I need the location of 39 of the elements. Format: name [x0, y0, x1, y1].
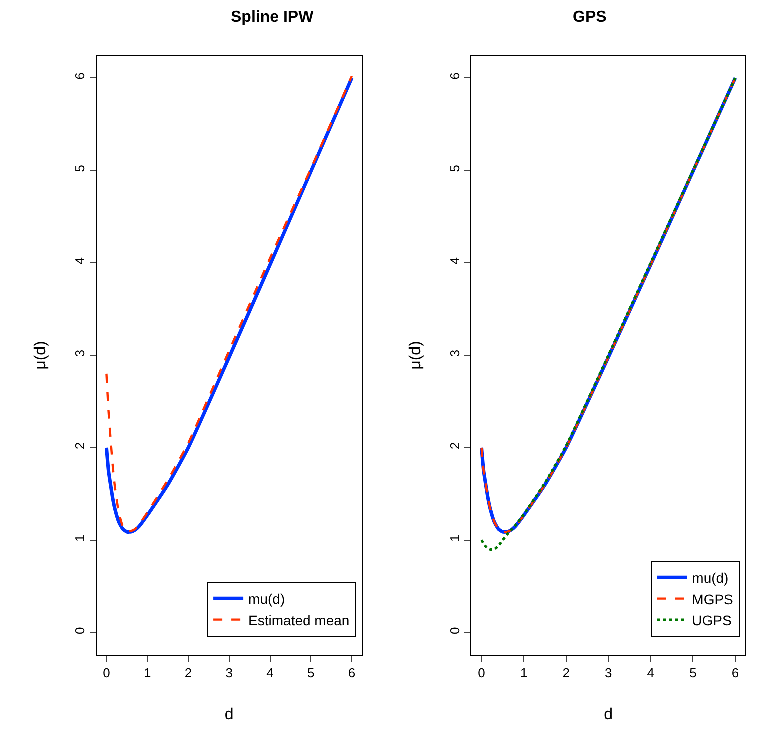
chart-title: GPS [573, 9, 608, 26]
legend-label: mu(d) [692, 570, 729, 586]
y-tick-label: 2 [72, 442, 88, 450]
legend-label: Estimated mean [248, 612, 350, 628]
chart-title: Spline IPW [231, 9, 315, 26]
x-tick-label: 4 [266, 666, 274, 681]
x-tick-label: 0 [478, 666, 486, 681]
y-axis-title: μ(d) [32, 341, 50, 370]
x-tick-label: 6 [348, 666, 356, 681]
x-tick-label: 6 [732, 666, 740, 681]
x-tick-label: 2 [184, 666, 192, 681]
x-tick-label: 0 [103, 666, 110, 681]
x-tick-label: 1 [144, 666, 152, 681]
y-tick-label: 0 [447, 627, 462, 634]
x-axis-title: d [224, 706, 234, 724]
x-tick-label: 4 [647, 666, 655, 681]
y-tick-label: 1 [447, 534, 462, 542]
y-tick-label: 3 [72, 350, 88, 358]
y-axis-title: μ(d) [407, 341, 424, 370]
legend-label: UGPS [692, 612, 732, 628]
legend-label: mu(d) [248, 591, 286, 608]
x-axis-title: d [604, 706, 614, 724]
x-tick-label: 2 [562, 666, 570, 681]
y-tick-label: 5 [72, 165, 88, 172]
y-tick-label: 4 [72, 257, 88, 265]
legend-label: MGPS [692, 591, 734, 608]
y-tick-label: 6 [72, 72, 88, 80]
y-tick-label: 1 [72, 534, 88, 542]
y-tick-label: 6 [447, 72, 462, 80]
x-tick-label: 3 [605, 666, 612, 681]
y-tick-label: 2 [447, 442, 462, 450]
y-tick-label: 3 [447, 350, 462, 358]
x-tick-label: 5 [308, 666, 315, 681]
y-tick-label: 4 [447, 257, 462, 265]
x-tick-label: 5 [690, 666, 697, 681]
x-tick-label: 3 [226, 666, 233, 681]
x-tick-label: 1 [520, 666, 528, 681]
y-tick-label: 5 [447, 165, 462, 172]
y-tick-label: 0 [72, 627, 88, 634]
